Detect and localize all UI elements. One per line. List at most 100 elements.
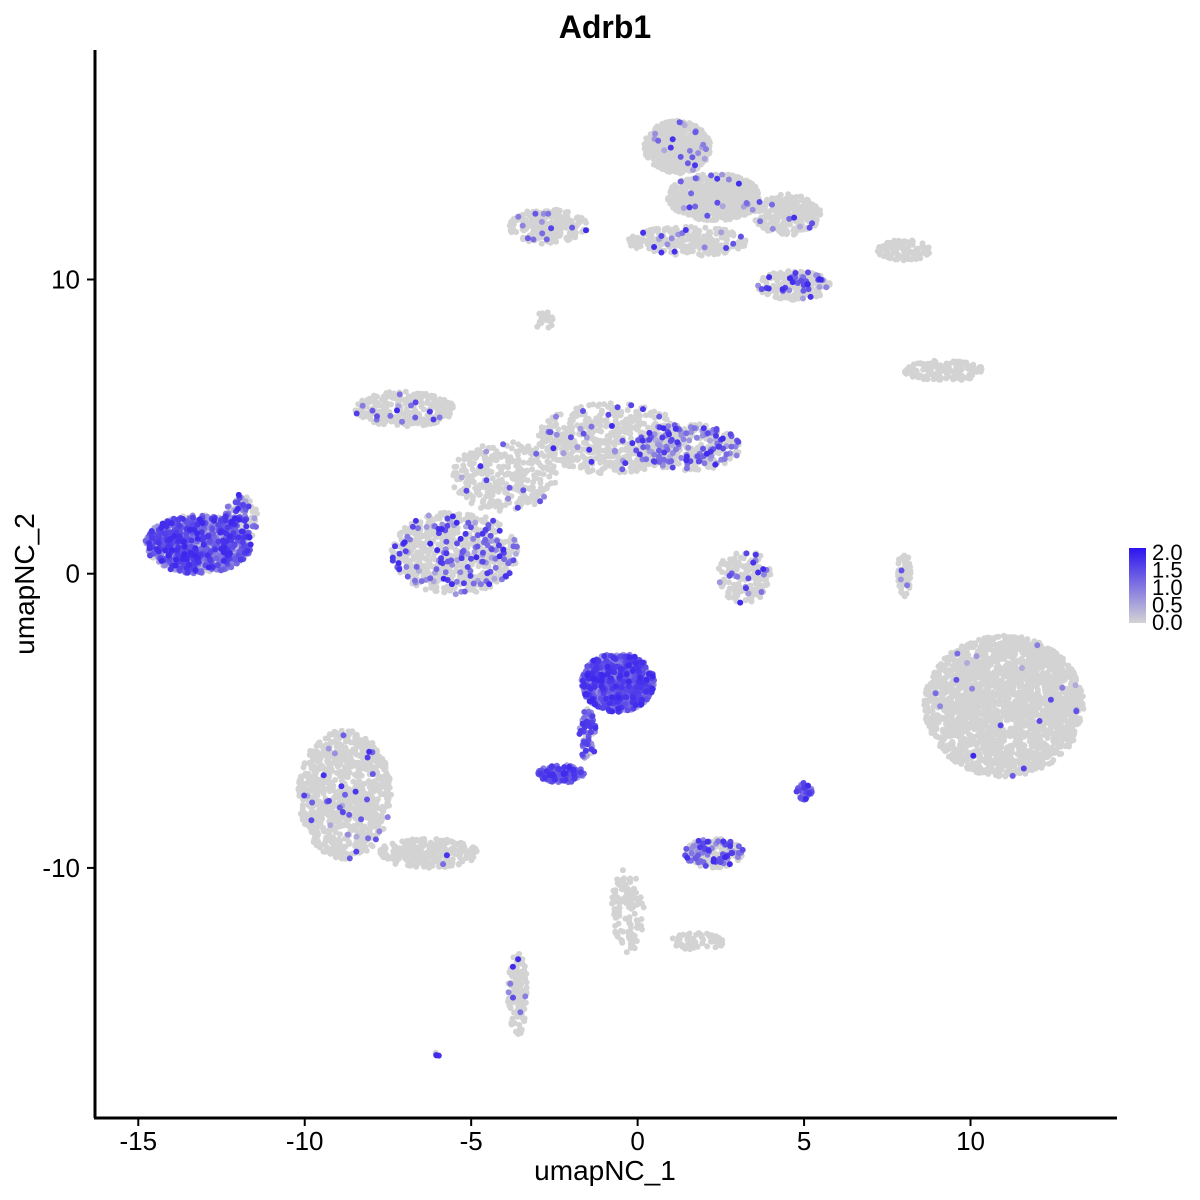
cell-point [672,127,679,134]
cell-point [611,462,618,469]
scatter-points [142,117,1087,1059]
cell-point [537,476,544,483]
cell-point [468,500,475,507]
cell-point [473,526,480,533]
cell-point [963,374,970,381]
cell-point [813,290,820,297]
cell-point [561,462,568,469]
cell-point [555,214,562,221]
cell-point [741,242,748,249]
cell-point [604,433,611,440]
cell-point [567,454,574,461]
cell-point [448,402,455,409]
cell-point [546,315,553,322]
cell-point [411,408,418,415]
cell-point [702,176,709,182]
cell-point [659,133,666,140]
cell-point [432,402,439,409]
cell-point [915,245,922,252]
cell-point [457,488,464,495]
cell-point [378,409,385,416]
cell-point [414,392,421,399]
cell-point [504,470,511,477]
cell-point [791,194,798,201]
cell-point [680,248,687,255]
cell-point [659,155,666,162]
cell-point [631,464,638,471]
cell-point [410,543,417,549]
cell-point [437,512,444,519]
cell-point [541,453,548,459]
cell-point [410,529,417,535]
cell-point [794,285,801,292]
cell-point [524,467,531,474]
cell-point [764,581,771,588]
cell-point [432,585,439,592]
cell-point [630,236,637,243]
cell-point [665,196,672,203]
cell-point [952,369,958,376]
cell-point [641,420,647,427]
cell-point [926,368,932,375]
cell-point [585,468,592,475]
cell-point [643,135,650,142]
cell-point [719,208,726,215]
cell-point [976,364,983,371]
cell-point [627,429,633,436]
cell-point [398,529,405,536]
cell-point [402,388,409,395]
cell-point [459,542,466,549]
cell-point [705,207,712,214]
cell-point [530,225,537,231]
cell-point [546,473,553,480]
cell-point [953,363,960,370]
cell-point [702,183,709,190]
cell-point [520,459,527,466]
cell-point [526,498,533,505]
cell-point [734,206,741,212]
cell-point [544,445,551,451]
cell-point [405,421,412,428]
cell-point [446,587,453,594]
cell-point [883,248,890,255]
cell-point [950,358,957,365]
cell-point [742,597,749,604]
cell-point [687,235,694,242]
cell-point [509,222,516,229]
cell-point [662,411,669,418]
cell-point [482,514,489,521]
cell-point [452,546,459,553]
cell-point [622,446,629,453]
cell-point [548,322,555,329]
cell-point [480,484,487,490]
cell-point [633,243,640,250]
cell-point [734,561,741,568]
cell-point [497,451,504,458]
cell-point [730,231,737,238]
cell-point [603,447,610,454]
cell-point [385,401,392,407]
cell-point [640,236,647,243]
cell-point [748,598,755,605]
cell-point [706,248,713,255]
cell-point [810,211,817,218]
cell-point [474,469,481,476]
cell-point [512,484,519,491]
cell-point [603,462,610,469]
cell-point [648,234,655,240]
cell-point [713,241,720,248]
cell-point [668,161,675,167]
cell-point [687,242,694,249]
cell-point [675,166,682,173]
cell-point [593,436,600,443]
cell-point [658,128,665,134]
cell-point [451,463,458,470]
cell-point [598,458,604,465]
cell-point [943,360,950,367]
cell-point [517,447,524,454]
chart-title: Adrb1 [559,9,651,45]
cell-point [540,471,547,478]
cell-point [968,365,975,372]
cell-point [896,253,903,259]
